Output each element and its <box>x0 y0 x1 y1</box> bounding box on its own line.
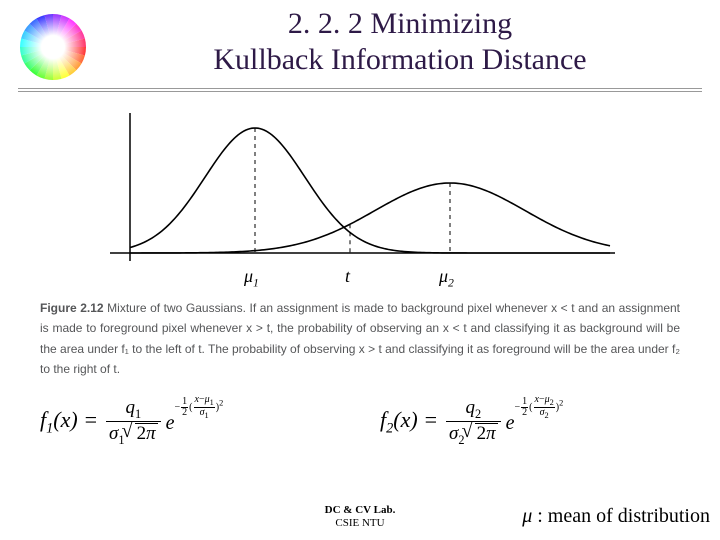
slide-title: 2. 2. 2 Minimizing Kullback Information … <box>100 6 700 78</box>
color-wheel-logo <box>18 12 88 82</box>
formula-row: f1(x) = q1 σ12π e−12(x−μ1σ1)2 f2(x) = q2… <box>40 398 690 478</box>
figure-caption: Figure 2.12 Mixture of two Gaussians. If… <box>40 298 680 380</box>
footer-line2: CSIE NTU <box>335 517 384 529</box>
mu-text: : mean of distribution <box>532 505 710 527</box>
formula-f2: f2(x) = q2 σ22π e−12(x−μ2σ2)2 <box>380 398 563 446</box>
mu-symbol: μ <box>522 505 532 527</box>
caption-body: Mixture of two Gaussians. If an assignme… <box>40 301 680 376</box>
label-t: t <box>345 266 350 287</box>
formula-f1: f1(x) = q1 σ12π e−12(x−μ1σ1)2 <box>40 398 223 446</box>
title-line1: 2. 2. 2 Minimizing <box>288 7 512 40</box>
gaussian-chart <box>100 108 620 263</box>
caption-lead: Figure 2.12 <box>40 301 104 315</box>
mu-definition: μ : mean of distribution <box>522 505 710 528</box>
x-axis-labels: μ1 t μ2 <box>100 266 620 290</box>
label-mu1: μ1 <box>244 266 259 290</box>
label-mu2: μ2 <box>439 266 454 290</box>
title-line2: Kullback Information Distance <box>213 43 586 76</box>
footer-line1: DC & CV Lab. <box>325 504 396 516</box>
title-underline <box>18 88 702 92</box>
